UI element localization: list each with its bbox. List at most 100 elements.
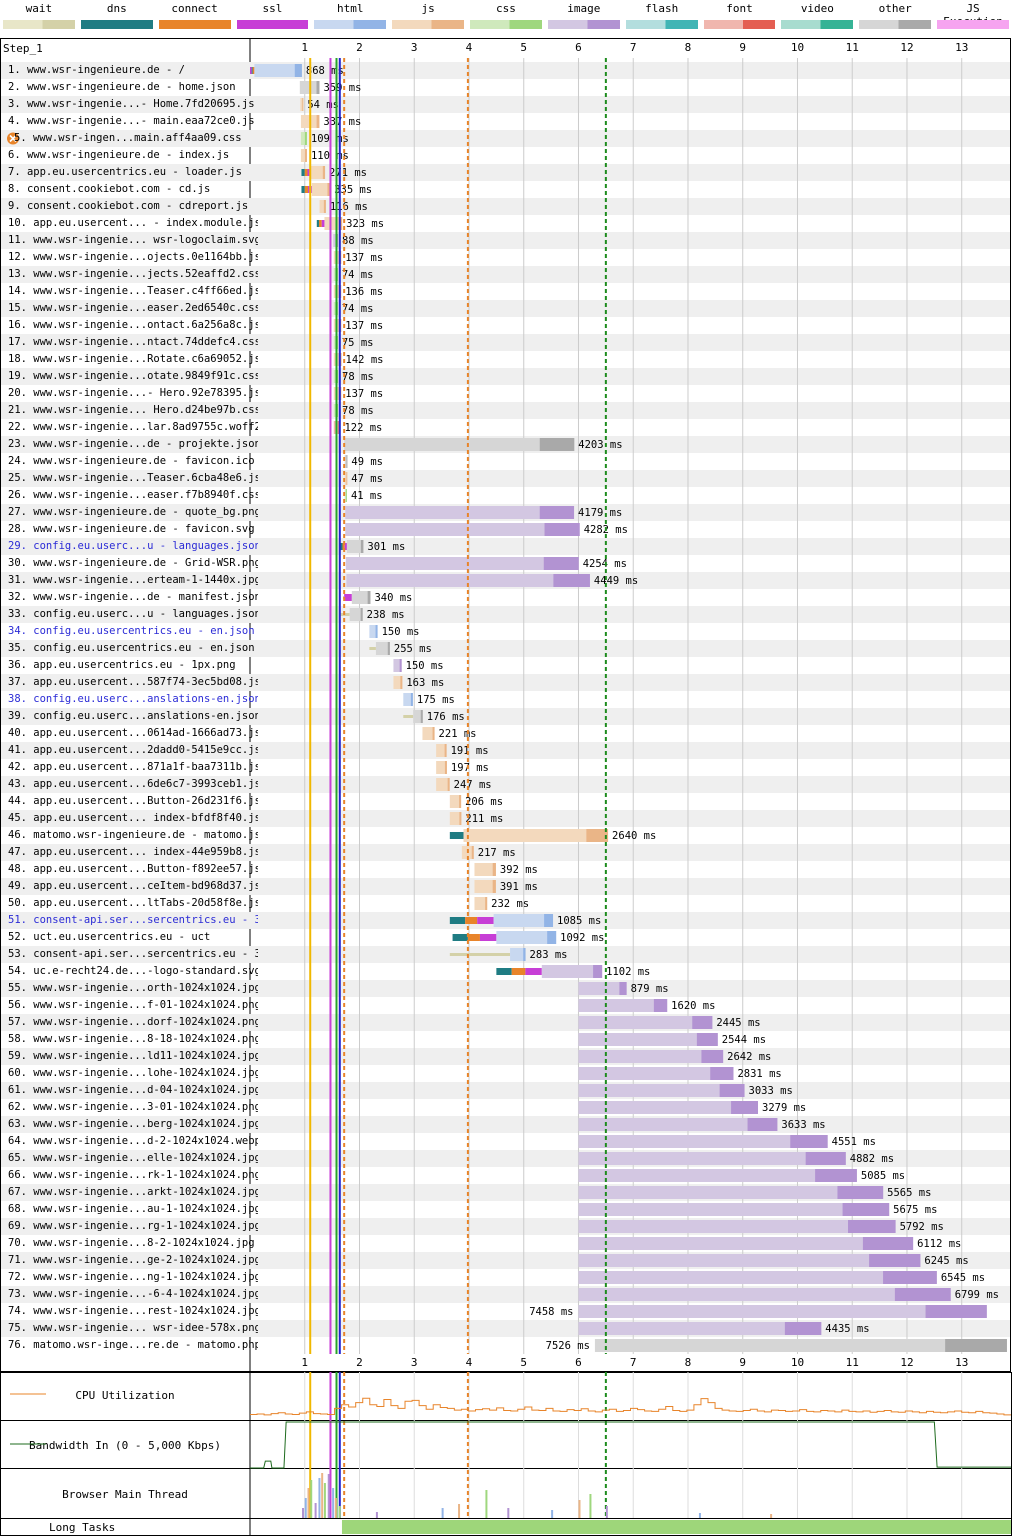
bar-duration-label: 2642 ms [727, 1051, 771, 1063]
bar-duration-label: 191 ms [451, 745, 489, 757]
request-label: 17. www.wsr-ingenie...ntact.74ddefc4.css [8, 336, 258, 348]
bar-phase-ssl [307, 169, 311, 176]
bar-duration-label: 3279 ms [762, 1102, 806, 1114]
bar-download [316, 115, 320, 128]
bar-request [344, 455, 348, 468]
bar-download [619, 982, 627, 995]
bar-download [869, 1254, 921, 1267]
bar-download [815, 1169, 857, 1182]
main-thread-bar [323, 1483, 326, 1518]
request-label: 29. config.eu.userc...u - languages.json [8, 540, 258, 552]
bar-download [485, 897, 488, 910]
bar-duration-label: 879 ms [631, 983, 669, 995]
request-label: 4. www.wsr-ingenie...- main.eaa72ce0.js [8, 115, 255, 127]
legend-swatch [392, 20, 465, 29]
request-label: 42. app.eu.usercent...871a1f-baa7311b.js [8, 761, 258, 773]
x-tick-top: 7 [630, 41, 637, 54]
bar-duration-label: 2831 ms [737, 1068, 781, 1080]
request-label: 40. app.eu.usercent...0614ad-1666ad73.js [8, 727, 258, 739]
bar-phase-dns [449, 832, 464, 839]
bar-request [344, 438, 575, 451]
bar-phase-dns [251, 67, 253, 74]
row-background [1, 470, 1010, 487]
bar-download [539, 506, 575, 519]
request-label: 35. config.eu.usercentrics.eu - en.json [8, 642, 255, 654]
bar-request [474, 863, 496, 876]
bar-download [346, 455, 348, 468]
request-label: 25. www.wsr-ingenie...Teaser.6cba48e6.js [8, 472, 258, 484]
bar-download [447, 778, 450, 791]
bar-phase-dns [496, 968, 512, 975]
x-tick-top: 13 [955, 41, 968, 54]
bar-phase-dns [316, 220, 319, 227]
chart-frame [0, 38, 1011, 1372]
bar-download [586, 829, 609, 842]
bar-duration-label: 137 ms [345, 252, 383, 264]
bar-phase-connect [304, 169, 308, 176]
legend-html: html [314, 0, 387, 32]
bar-download [444, 761, 447, 774]
bar-download [346, 472, 348, 485]
main-thread-label: Browser Main Thread [62, 1488, 188, 1501]
bar-download [316, 81, 320, 94]
bar-download [547, 931, 557, 944]
bar-duration-label: 175 ms [417, 694, 455, 706]
bar-download [696, 1033, 718, 1046]
bar-request [578, 1271, 937, 1284]
bar-download [346, 489, 347, 502]
request-label: 62. www.wsr-ingenie...3-01-1024x1024.png [8, 1101, 258, 1113]
bar-phase-dns [301, 186, 305, 193]
bar-request [578, 1237, 914, 1250]
request-label: 7. app.eu.usercentrics.eu - loader.js [8, 166, 242, 178]
bar-duration-label: 1620 ms [671, 1000, 715, 1012]
bar-duration-label: 74 ms [342, 303, 374, 315]
bar-duration-label: 75 ms [342, 337, 374, 349]
request-label: 71. www.wsr-ingenie...ge-2-1024x1024.jpg [8, 1254, 258, 1266]
bar-duration-label: 7526 ms [546, 1340, 590, 1352]
legend-swatch [80, 20, 153, 29]
row-background [1, 368, 1010, 385]
bar-download [544, 914, 554, 927]
request-label: 56. www.wsr-ingenie...f-01-1024x1024.png [8, 999, 258, 1011]
bar-download [327, 183, 331, 196]
request-label: 49. app.eu.usercent...ceItem-bd968d37.js [8, 880, 258, 892]
request-label: 68. www.wsr-ingenie...au-1-1024x1024.jpg [8, 1203, 258, 1215]
main-thread-bar [334, 1498, 337, 1518]
bar-duration-label: 359 ms [323, 82, 361, 94]
row-background [1, 130, 1010, 147]
request-label: 72. www.wsr-ingenie...ng-1-1024x1024.jpg [8, 1271, 258, 1283]
bar-duration-label: 1092 ms [560, 932, 604, 944]
x-tick-top: 10 [791, 41, 804, 54]
bar-download [842, 1203, 890, 1216]
bar-duration-label: 137 ms [345, 320, 383, 332]
bar-download [731, 1101, 759, 1114]
bar-duration-label: 49 ms [351, 456, 383, 468]
bar-request [578, 1288, 951, 1301]
request-label: 75. www.wsr-ingenie... wsr-idee-578x.png [8, 1322, 258, 1334]
bar-request [346, 574, 590, 587]
legend-label: video [800, 2, 834, 15]
bar-request [393, 659, 402, 672]
request-label: 11. www.wsr-ingenie... wsr-logoclaim.svg [8, 234, 258, 246]
bar-duration-label: 4435 ms [825, 1323, 869, 1335]
bar-request [578, 1152, 846, 1165]
bar-download [360, 540, 364, 553]
bar-duration-label: 3033 ms [749, 1085, 793, 1097]
x-tick-top: 6 [575, 41, 582, 54]
bar-download [710, 1067, 734, 1080]
bar-duration-label: 6245 ms [924, 1255, 968, 1267]
main-thread-bar [551, 1510, 554, 1518]
x-tick-top: 9 [739, 41, 746, 54]
bar-duration-label: 78 ms [342, 405, 374, 417]
bar-phase-dns [340, 543, 343, 550]
bar-request [413, 710, 423, 723]
metrics-svg [0, 1372, 1012, 1536]
request-label: 3. www.wsr-ingenie...- Home.7fd20695.js [8, 98, 255, 110]
main-thread-bar [327, 1474, 330, 1518]
request-label: 9. consent.cookiebot.com - cdreport.js [8, 200, 249, 212]
request-label: 54. uc.e-recht24.de...-logo-standard.svg [8, 965, 258, 977]
main-thread-bar [310, 1480, 313, 1518]
request-label: 5. www.wsr-ingen...main.aff4aa09.css [14, 132, 242, 144]
bar-phase-ssl [250, 67, 252, 74]
request-label: 41. app.eu.usercent...2dadd0-5415e9cc.js [8, 744, 258, 756]
